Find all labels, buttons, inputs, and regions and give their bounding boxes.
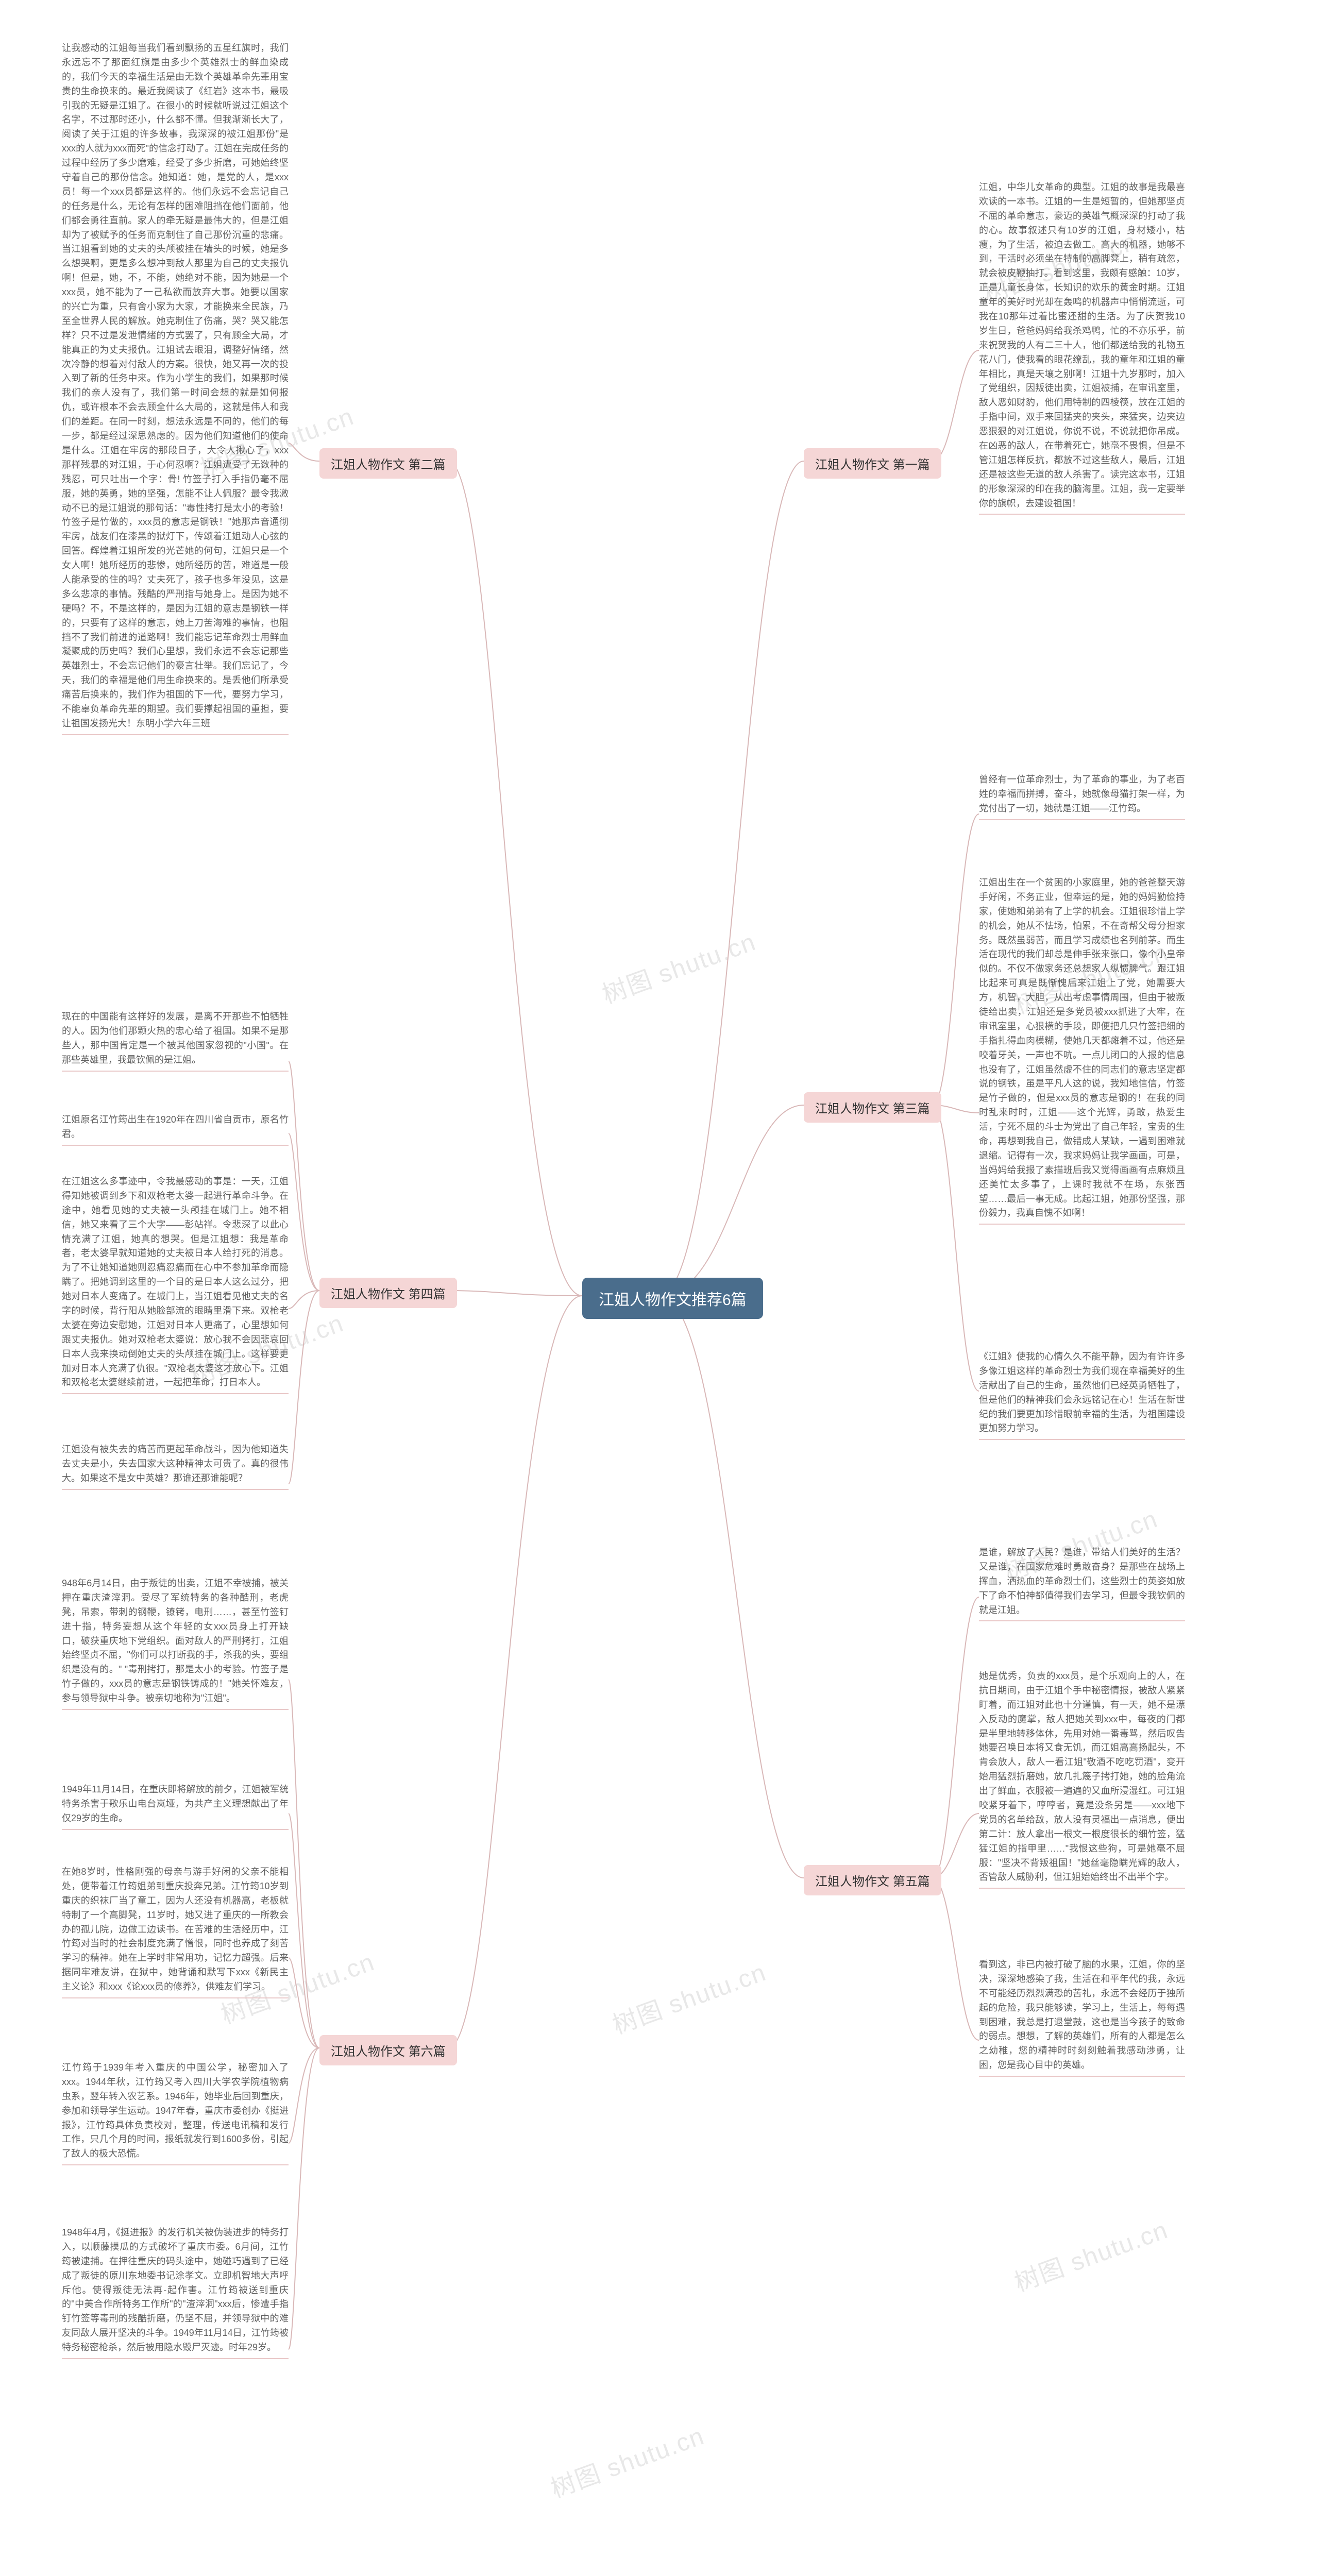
- content-block: 1949年11月14日，在重庆即将解放的前夕，江姐被军统特务杀害于歌乐山电台岚垭…: [62, 1783, 289, 1830]
- content-block: 在江姐这么多事迹中，令我最感动的事是：一天，江姐得知她被调到乡下和双枪老太婆一起…: [62, 1175, 289, 1394]
- branch-node: 江姐人物作文 第一篇: [804, 448, 941, 479]
- watermark: 树图 shutu.cn: [596, 922, 760, 1011]
- content-block: 让我感动的江姐每当我们看到飘扬的五星红旗时，我们永远忘不了那面红旗是由多少个英雄…: [62, 41, 289, 735]
- branch-node: 江姐人物作文 第四篇: [319, 1278, 457, 1308]
- content-block: 曾经有一位革命烈士，为了革命的事业，为了老百姓的幸福而拼搏，奋斗，她就像母猫打架…: [979, 773, 1185, 820]
- watermark: 树图 shutu.cn: [606, 1952, 770, 2041]
- content-block: 在她8岁时，性格刚强的母亲与游手好闲的父亲不能相处，便带着江竹筠姐弟到重庆投奔兄…: [62, 1865, 289, 1998]
- content-block: 江姐，中华儿女革命的典型。江姐的故事是我最喜欢读的一本书。江姐的一生是短暂的，但…: [979, 180, 1185, 515]
- branch-node: 江姐人物作文 第六篇: [319, 2035, 457, 2065]
- content-block: 现在的中国能有这样好的发展，是离不开那些不怕牺牲的人。因为他们那颗火热的忠心给了…: [62, 1010, 289, 1072]
- content-block: 是谁，解放了人民？是谁，带给人们美好的生活？又是谁，在国家危难时勇敢奋身？是那些…: [979, 1546, 1185, 1621]
- content-block: 江竹筠于1939年考入重庆的中国公学，秘密加入了xxx。1944年秋，江竹筠又考…: [62, 2061, 289, 2165]
- content-block: 江姐出生在一个贫困的小家庭里，她的爸爸整天游手好闲，不务正业，但幸运的是，她的妈…: [979, 876, 1185, 1225]
- content-block: 1948年4月，《挺进报》的发行机关被伪装进步的特务打入，以顺藤摸瓜的方式破坏了…: [62, 2226, 289, 2359]
- watermark: 树图 shutu.cn: [545, 2416, 708, 2505]
- watermark: 树图 shutu.cn: [1008, 2210, 1172, 2299]
- branch-node: 江姐人物作文 第三篇: [804, 1092, 941, 1123]
- center-node: 江姐人物作文推荐6篇: [582, 1278, 763, 1319]
- content-block: 看到这，非已内被打破了脑的水果，江姐，你的坚决，深深地感染了我，生活在和平年代的…: [979, 1958, 1185, 2077]
- content-block: 江姐原名江竹筠出生在1920年在四川省自贡市，原名竹君。: [62, 1113, 289, 1146]
- content-block: 江姐没有被失去的痛苦而更起革命战斗，因为他知道失去丈夫是小，失去国家大这种精神太…: [62, 1443, 289, 1490]
- branch-node: 江姐人物作文 第五篇: [804, 1865, 941, 1895]
- content-block: 《江姐》使我的心情久久不能平静，因为有许许多多像江姐这样的革命烈士为我们现在幸福…: [979, 1350, 1185, 1440]
- branch-node: 江姐人物作文 第二篇: [319, 448, 457, 479]
- content-block: 948年6月14日，由于叛徒的出卖，江姐不幸被捕，被关押在重庆渣滓洞。受尽了军统…: [62, 1577, 289, 1710]
- content-block: 她是优秀，负责的xxx员，是个乐观向上的人，在抗日期间，由于江姐个手中秘密情报，…: [979, 1669, 1185, 1889]
